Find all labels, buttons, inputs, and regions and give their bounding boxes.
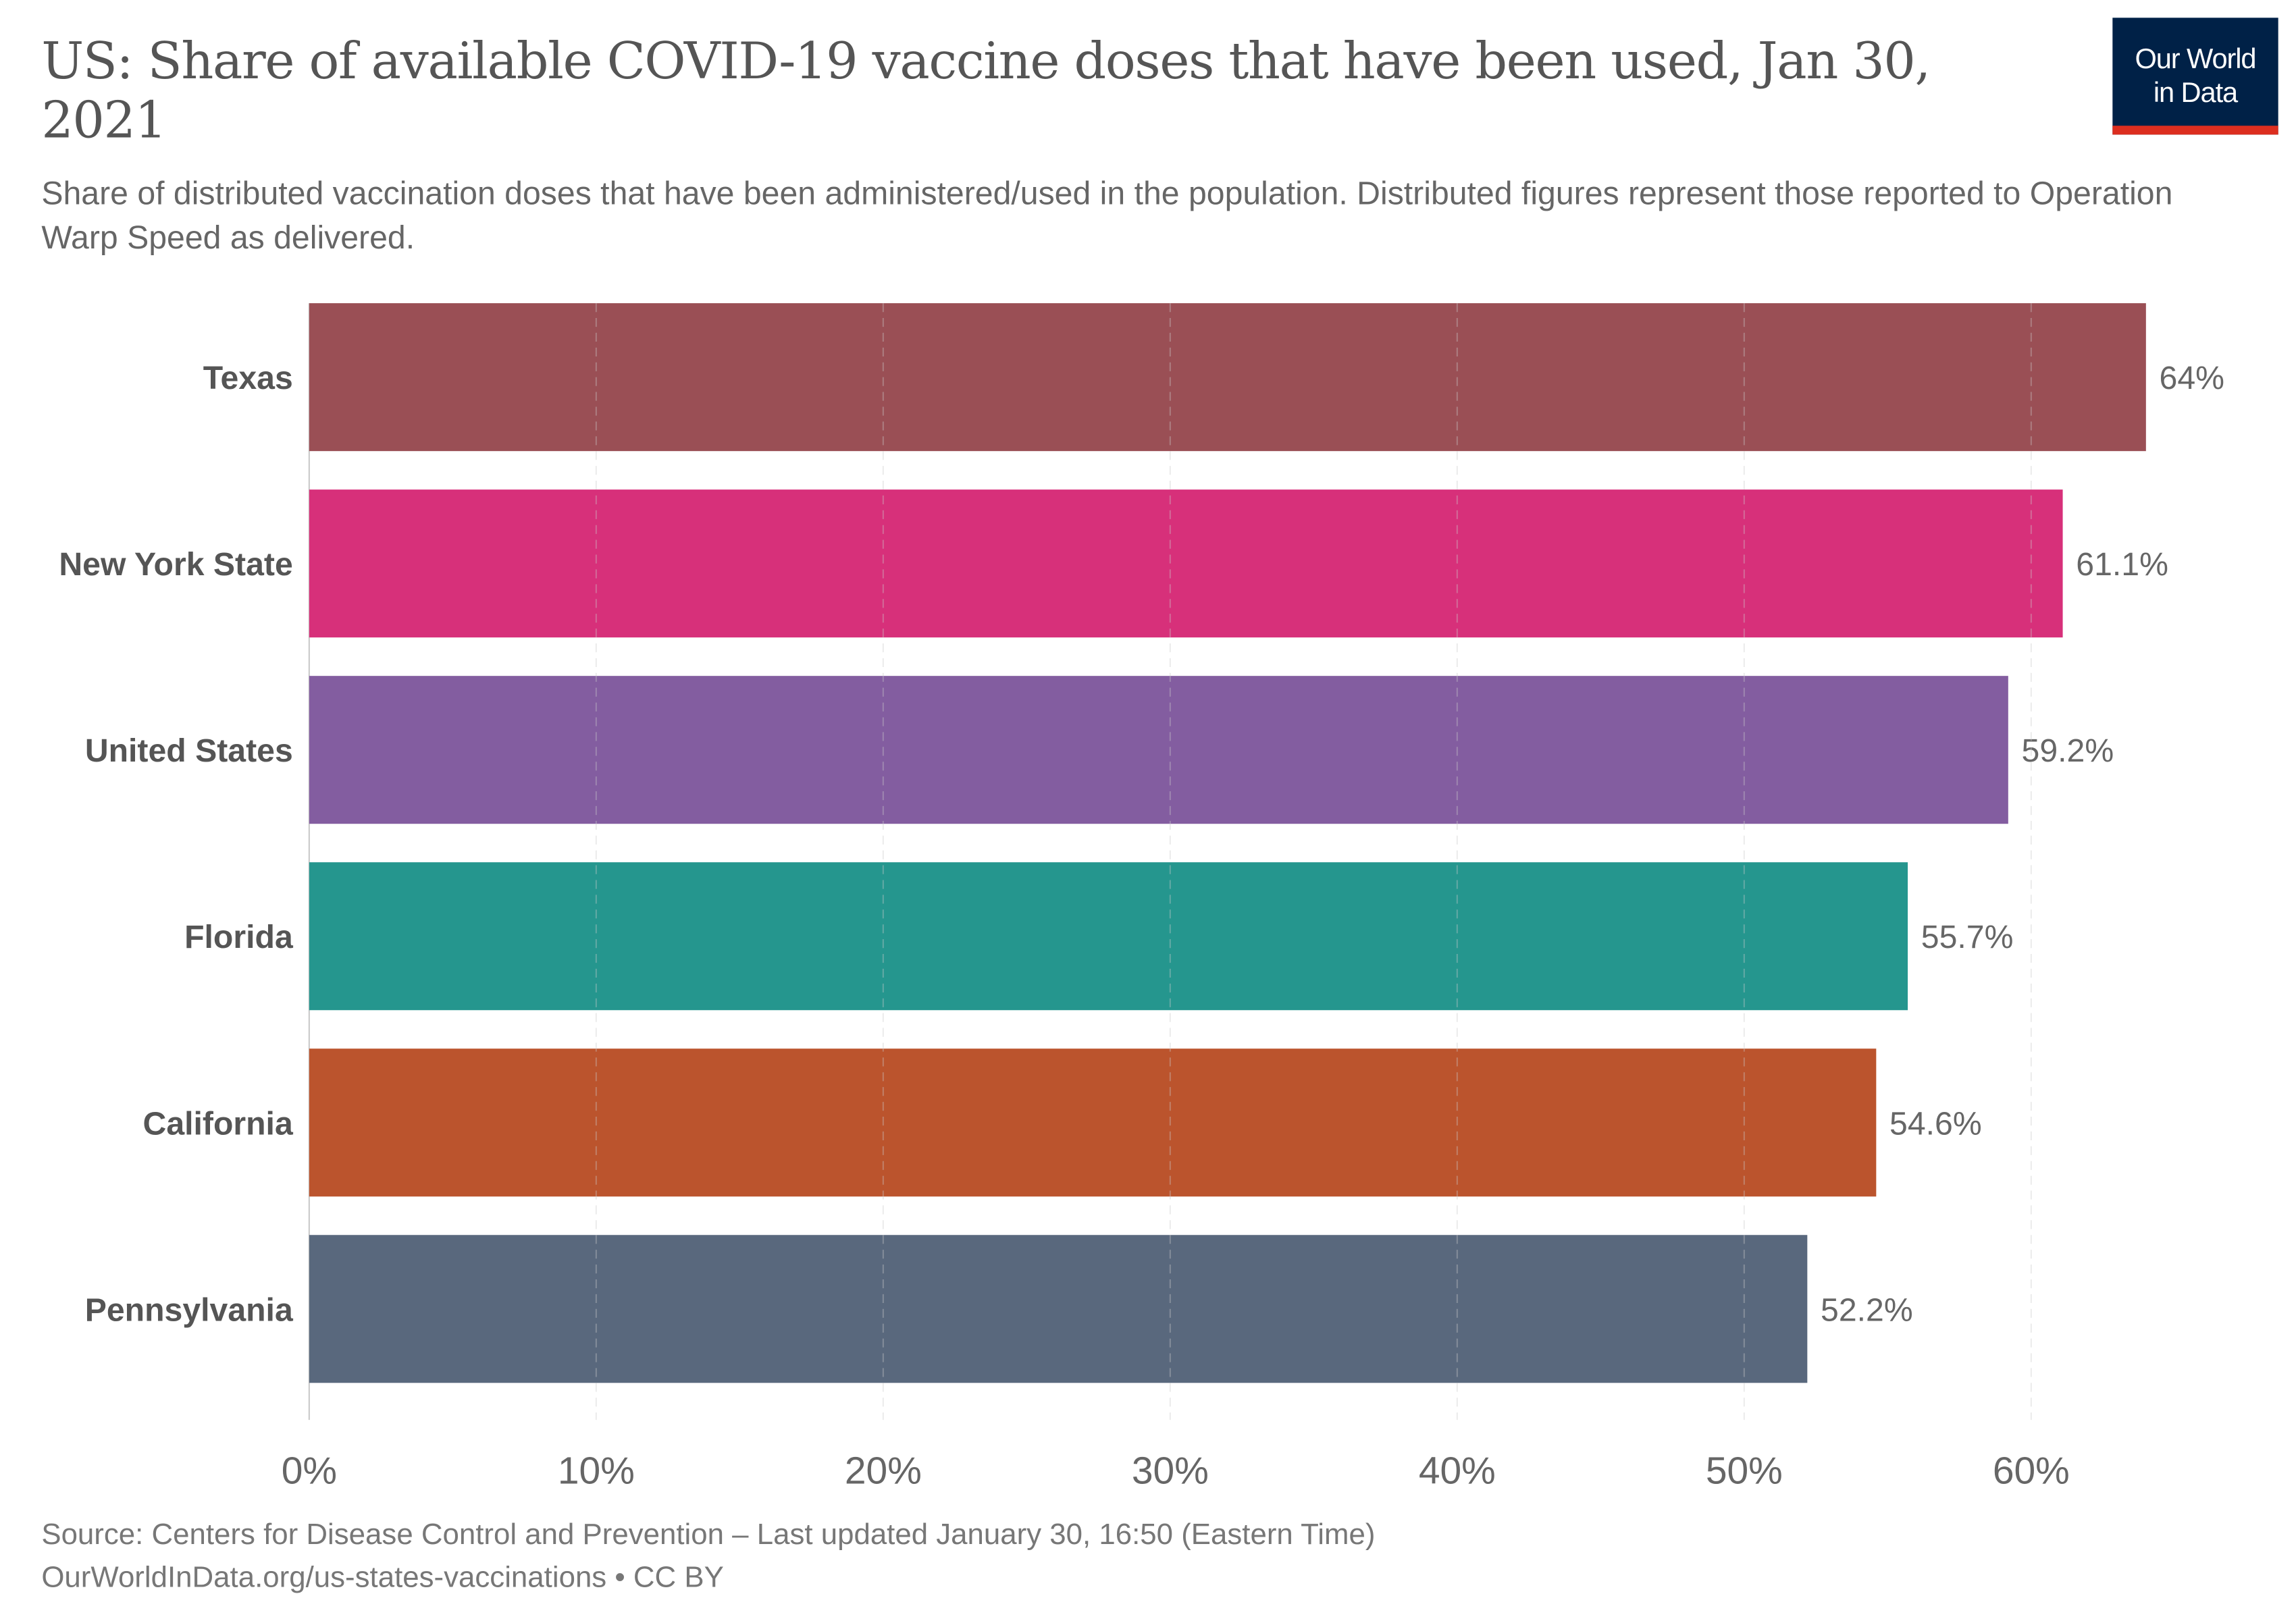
value-label: 64%	[2160, 360, 2224, 396]
chart-title: US: Share of available COVID-19 vaccine …	[41, 32, 1931, 151]
chart-subtitle: Share of distributed vaccination doses t…	[41, 174, 2173, 256]
x-tick-label: 20%	[845, 1449, 922, 1492]
value-label: 59.2%	[2022, 733, 2114, 769]
chart-footer: Source: Centers for Disease Control and …	[41, 1514, 1375, 1600]
x-tick-label: 40%	[1419, 1449, 1496, 1492]
logo-line-2: in Data	[2153, 78, 2238, 110]
x-tick-label: 60%	[1993, 1449, 2070, 1492]
bar-pennsylvania[interactable]	[309, 1235, 1808, 1383]
x-tick-label: 10%	[558, 1449, 635, 1492]
category-label: California	[143, 1105, 294, 1142]
category-label: Texas	[203, 360, 293, 396]
value-label: 54.6%	[1889, 1105, 1982, 1142]
source-url[interactable]: OurWorldInData.org/us-states-vaccination…	[41, 1562, 724, 1595]
x-tick-label: 0%	[282, 1449, 337, 1492]
bar-california[interactable]	[309, 1048, 1877, 1197]
bar-united-states[interactable]	[309, 676, 2008, 824]
bar-texas[interactable]	[309, 303, 2146, 452]
category-label: United States	[85, 733, 293, 769]
category-label: New York State	[59, 546, 292, 583]
value-label: 55.7%	[1921, 919, 2014, 955]
x-tick-label: 30%	[1132, 1449, 1209, 1492]
bar-florida[interactable]	[309, 862, 1908, 1011]
value-label: 61.1%	[2076, 546, 2168, 583]
value-label: 52.2%	[1821, 1292, 1913, 1328]
category-label: Pennsylvania	[85, 1292, 294, 1328]
category-label: Florida	[184, 919, 294, 955]
logo-accent-bar	[2112, 126, 2278, 135]
x-tick-label: 50%	[1706, 1449, 1783, 1492]
bar-new-york-state[interactable]	[309, 489, 2063, 638]
owid-logo[interactable]: Our World in Data	[2112, 18, 2278, 135]
source-text: Source: Centers for Disease Control and …	[41, 1518, 1376, 1552]
logo-line-1: Our World	[2135, 44, 2256, 76]
